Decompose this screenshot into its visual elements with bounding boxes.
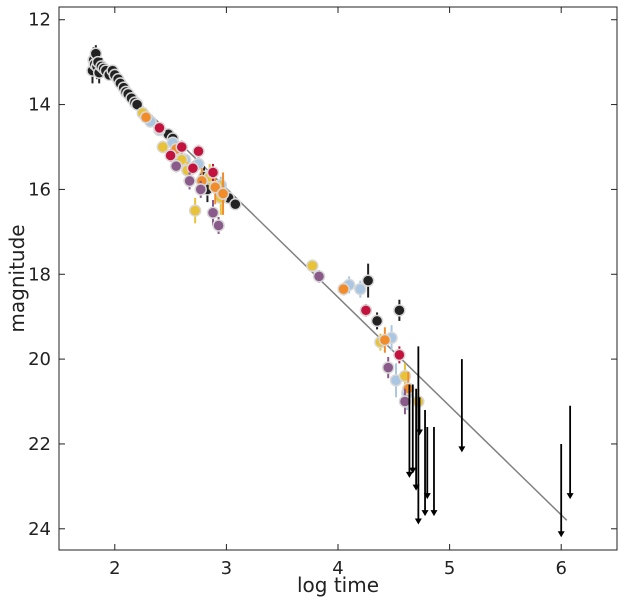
y-tick-label: 14 (28, 95, 51, 116)
upper-limit-arrowhead (415, 429, 423, 436)
y-axis: 12 14 16 18 20 22 24 (28, 10, 617, 540)
upper-limit-arrowhead (458, 446, 466, 453)
data-point (130, 98, 144, 111)
data-point (393, 304, 406, 317)
series-purple (169, 159, 412, 415)
data-point (370, 314, 384, 328)
y-tick-label: 20 (28, 349, 51, 370)
data-point (169, 159, 183, 173)
plot-frame (58, 6, 618, 551)
x-tick-label: 5 (444, 558, 455, 579)
data-point (206, 206, 220, 219)
data-point (206, 166, 220, 179)
upper-limit-arrowhead (414, 518, 422, 525)
data-point (216, 187, 230, 200)
y-tick-label: 16 (28, 179, 51, 200)
data-point (381, 361, 395, 374)
data-point (398, 395, 412, 408)
series-crimson (153, 121, 406, 364)
data-point (359, 304, 373, 317)
x-axis: 2 3 4 5 6 (109, 7, 567, 579)
upper-limit-arrowhead (421, 510, 429, 517)
y-tick-label: 22 (28, 434, 51, 455)
x-tick-label: 3 (221, 558, 232, 579)
upper-limit-arrowhead (405, 471, 413, 478)
plot-area (86, 45, 574, 538)
x-tick-label: 6 (555, 558, 566, 579)
data-point (378, 333, 392, 347)
y-tick-label: 24 (28, 519, 51, 540)
upper-limit-arrowhead (557, 531, 565, 538)
data-point (337, 282, 350, 296)
data-point (194, 183, 207, 196)
data-point (212, 219, 225, 232)
data-point (393, 348, 406, 362)
data-point (183, 174, 196, 188)
x-tick-label: 2 (109, 558, 120, 579)
upper-limit-arrowhead (566, 493, 574, 500)
y-axis-label: magnitude (5, 224, 29, 332)
data-point (229, 198, 242, 211)
x-axis-label: log time (297, 573, 379, 597)
data-point (175, 140, 189, 154)
data-point (192, 144, 205, 158)
data-point (164, 149, 177, 162)
data-point (354, 282, 367, 296)
data-point (139, 111, 153, 124)
data-point (306, 259, 319, 273)
upper-limits (405, 346, 574, 538)
upper-limit-arrowhead (430, 510, 438, 517)
data-point (186, 161, 200, 175)
y-tick-label: 12 (28, 10, 51, 31)
data-point (153, 121, 166, 135)
data-point (361, 274, 375, 287)
upper-limit-arrowhead (423, 493, 431, 500)
upper-limit-arrowhead (409, 467, 417, 474)
data-point (312, 270, 326, 283)
y-tick-label: 18 (28, 264, 51, 285)
x-tick-label: 4 (332, 558, 343, 579)
data-point (188, 204, 202, 217)
data-point (156, 140, 170, 154)
